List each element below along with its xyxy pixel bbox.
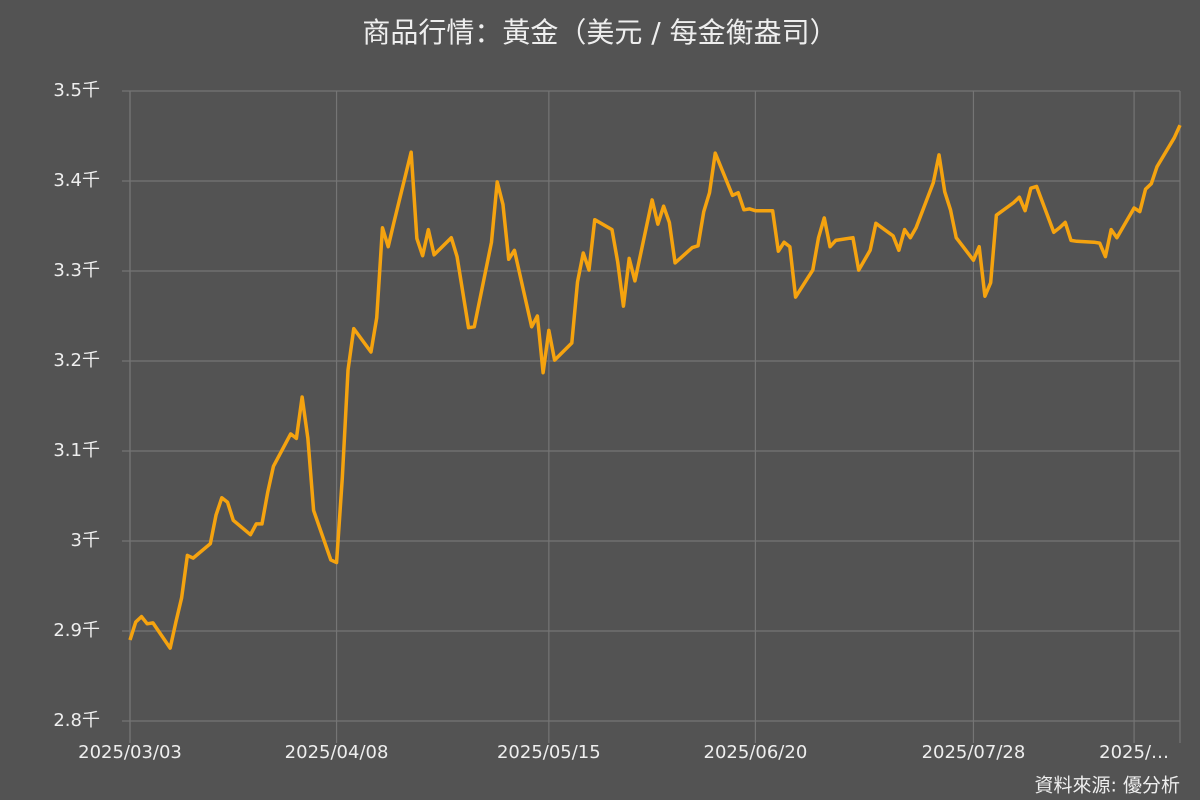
y-tick-label: 2.9千 — [53, 620, 100, 641]
y-tick-label: 3.2千 — [53, 350, 100, 371]
x-tick-label: 2025/07/28 — [922, 742, 1026, 763]
y-tick-label: 3.3千 — [53, 260, 100, 281]
y-tick-label: 3.1千 — [53, 440, 100, 461]
y-tick-label: 3.4千 — [53, 170, 100, 191]
y-tick-label: 2.8千 — [53, 710, 100, 731]
y-tick-label: 3千 — [71, 530, 100, 551]
x-tick-label: 2025/03/03 — [78, 742, 182, 763]
source-note: 資料來源: 優分析 — [1035, 775, 1180, 797]
x-tick-label: 2025/… — [1099, 742, 1169, 763]
x-tick-label: 2025/04/08 — [285, 742, 389, 763]
price-line — [128, 124, 1182, 650]
chart-title: 商品行情：黃金（美元 / 每金衡盎司） — [362, 16, 837, 49]
x-tick-label: 2025/06/20 — [704, 742, 808, 763]
x-tick-label: 2025/05/15 — [497, 742, 601, 763]
y-tick-label: 3.5千 — [53, 80, 100, 101]
